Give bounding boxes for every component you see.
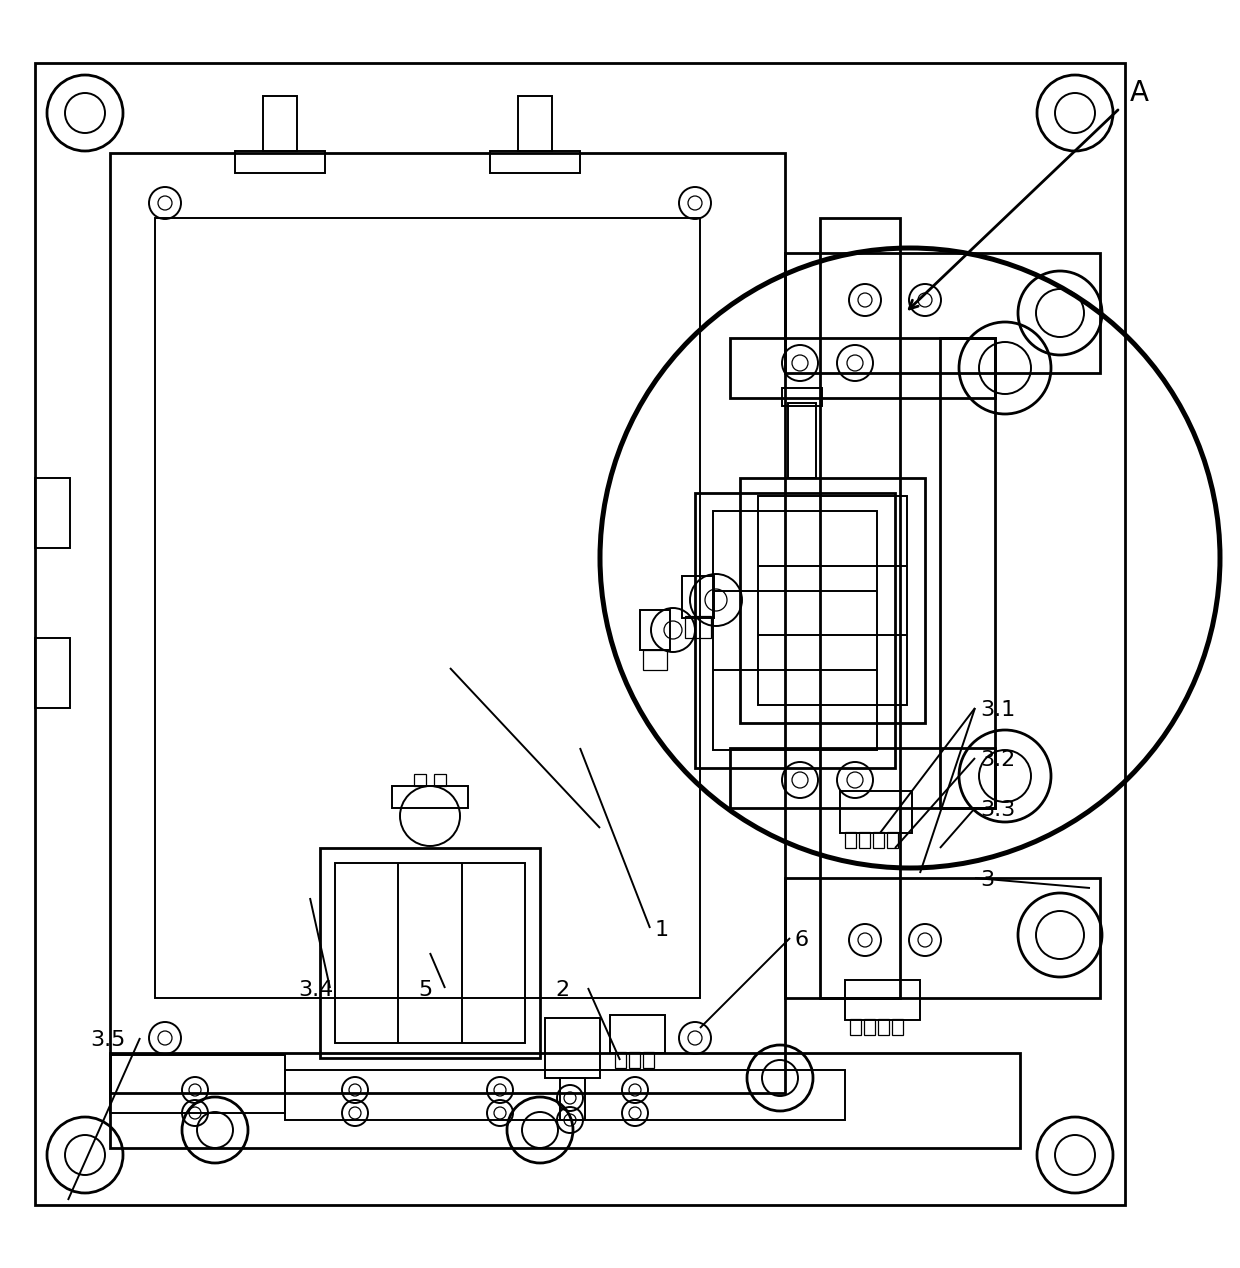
Text: 3: 3 (980, 870, 994, 890)
Text: 3.3: 3.3 (980, 800, 1016, 820)
Bar (878, 1019, 889, 1035)
Bar (263, 96, 298, 151)
Text: 5: 5 (418, 980, 433, 1000)
Text: 3.4: 3.4 (298, 980, 334, 1000)
Bar (849, 1019, 861, 1035)
Bar (155, 218, 701, 998)
Text: A: A (1130, 79, 1149, 107)
Bar (887, 832, 898, 848)
Bar (785, 254, 1100, 373)
Bar (629, 1052, 640, 1068)
Bar (644, 1052, 653, 1068)
Bar (335, 864, 525, 1044)
Text: 6: 6 (795, 929, 810, 950)
Text: 1: 1 (655, 921, 670, 940)
Bar (864, 1019, 875, 1035)
Bar (844, 832, 856, 848)
Bar (844, 980, 920, 1019)
Bar (740, 478, 925, 723)
Text: 3.2: 3.2 (980, 749, 1016, 770)
Bar (787, 403, 816, 478)
Bar (713, 511, 877, 749)
Bar (560, 1078, 585, 1120)
Bar (236, 151, 325, 172)
Bar (682, 576, 714, 618)
Text: 2: 2 (556, 980, 569, 1000)
Bar (785, 877, 1100, 998)
Bar (35, 63, 1125, 1205)
Bar (873, 832, 884, 848)
Bar (35, 478, 69, 548)
Bar (392, 786, 467, 808)
Bar (546, 1018, 600, 1078)
Bar (110, 153, 785, 1093)
Bar (615, 1052, 626, 1068)
Bar (414, 773, 427, 786)
Bar (610, 1014, 665, 1052)
Bar (782, 388, 822, 406)
Bar (859, 832, 870, 848)
Bar (684, 616, 711, 638)
Bar (730, 339, 994, 398)
Bar (320, 848, 539, 1058)
Bar (758, 496, 906, 705)
Bar (110, 1055, 285, 1113)
Bar (644, 650, 667, 670)
Bar (940, 339, 994, 808)
Text: 3.1: 3.1 (980, 700, 1016, 720)
Bar (285, 1070, 844, 1120)
Bar (490, 151, 580, 172)
Bar (839, 791, 911, 833)
Bar (730, 748, 994, 808)
Bar (640, 610, 670, 650)
Bar (820, 218, 900, 998)
Text: 3.5: 3.5 (91, 1030, 125, 1050)
Bar (434, 773, 446, 786)
Bar (518, 96, 552, 151)
Bar (110, 1052, 1021, 1148)
Bar (694, 493, 895, 768)
Bar (892, 1019, 903, 1035)
Bar (35, 638, 69, 708)
